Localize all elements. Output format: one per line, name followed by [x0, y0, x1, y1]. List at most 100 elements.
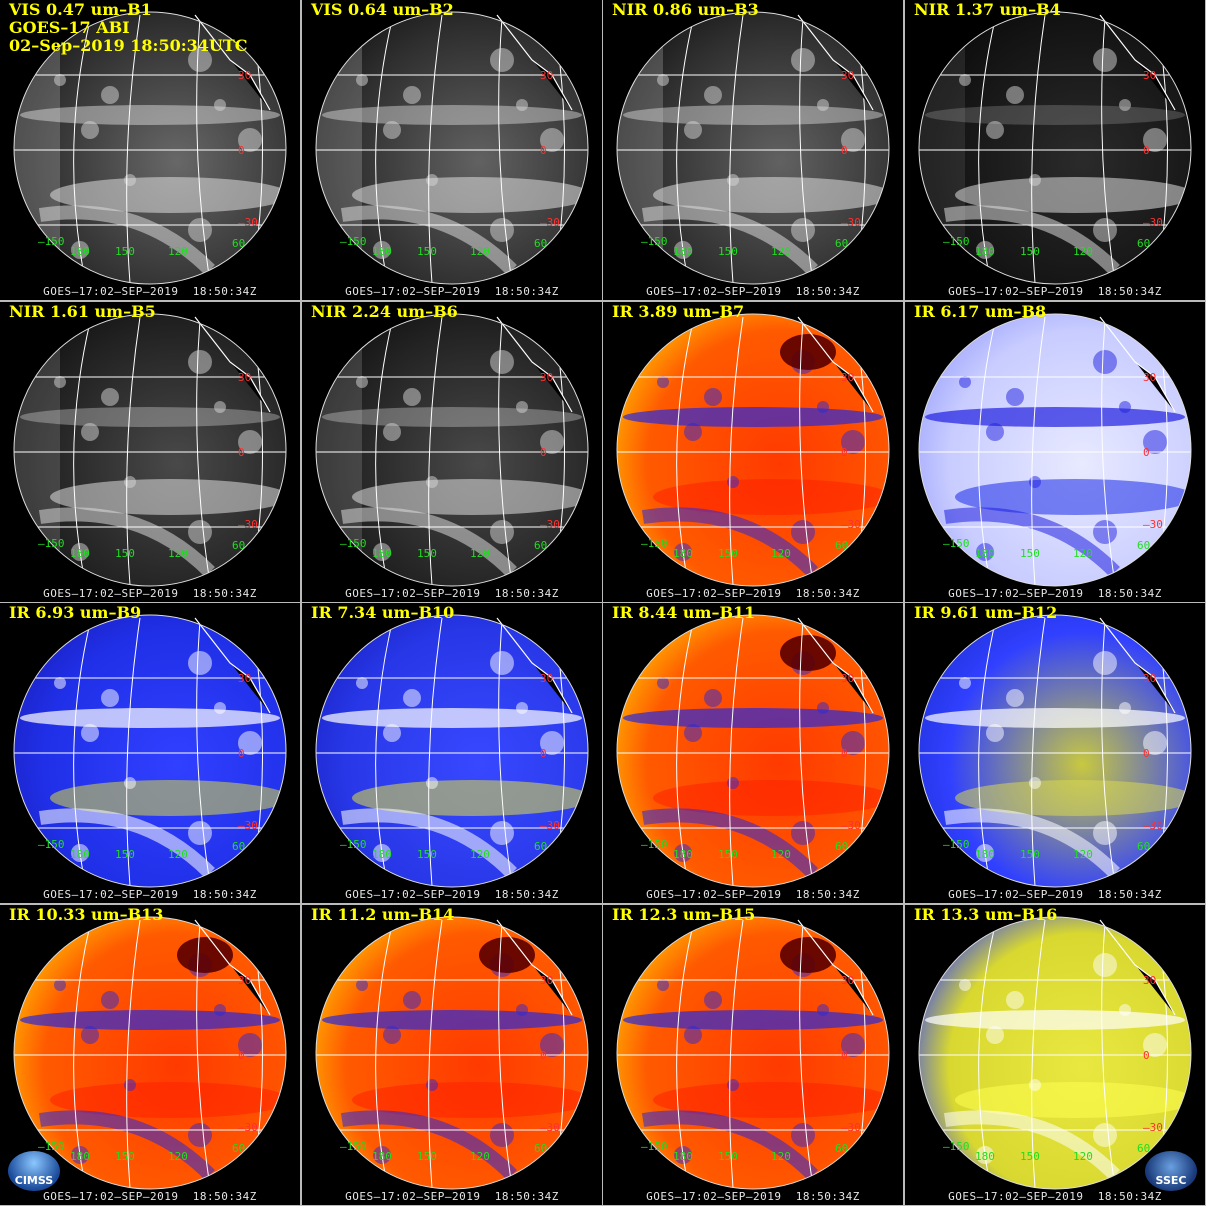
earth-disk-image: 30 0 –30 –150 180 150 120 60 — [315, 11, 589, 285]
longitude-label: 60 — [835, 237, 848, 250]
band-name-label: IR 9.61 um–B12 — [914, 603, 1058, 622]
band-panel: 30 0 –30 –150 180 150 120 60 VIS 0.47 um–B1 GOES–… — [0, 0, 301, 301]
band-title: IR 10.33 um–B13 — [9, 906, 163, 924]
earth-disk-image: 30 0 –30 –150 180 150 120 60 — [616, 916, 890, 1190]
latitude-label: 0 — [238, 747, 245, 760]
longitude-label: 180 — [673, 245, 693, 258]
band-title: NIR 2.24 um–B6 — [311, 303, 458, 321]
band-title: IR 8.44 um–B11 — [612, 604, 755, 622]
band-name-label: IR 8.44 um–B11 — [612, 603, 756, 622]
panel-footer-timestamp: GOES–17:02–SEP–2019 18:50:34Z — [646, 1190, 860, 1203]
earth-disk-image: 30 0 –30 –150 180 150 120 60 — [918, 614, 1192, 888]
longitude-label: 60 — [232, 539, 245, 552]
longitude-label: 120 — [1073, 245, 1093, 258]
latitude-label: 0 — [841, 446, 848, 459]
latitude-label: –30 — [540, 518, 560, 531]
panel-footer-timestamp: GOES–17:02–SEP–2019 18:50:34Z — [345, 587, 559, 600]
longitude-label: 120 — [1073, 1150, 1093, 1163]
panel-footer-timestamp: GOES–17:02–SEP–2019 18:50:34Z — [43, 587, 257, 600]
earth-disk-image: 30 0 –30 –150 180 150 120 60 — [616, 11, 890, 285]
latitude-label: –30 — [238, 1121, 258, 1134]
longitude-label: 180 — [975, 547, 995, 560]
band-panel: 30 0 –30 –150 180 150 120 60 IR 8.44 um–B11 GOES–… — [602, 602, 904, 904]
band-title: NIR 1.61 um–B5 — [9, 303, 156, 321]
latitude-label: 30 — [540, 371, 553, 384]
longitude-label: 120 — [470, 1150, 490, 1163]
panel-footer-timestamp: GOES–17:02–SEP–2019 18:50:34Z — [646, 888, 860, 901]
longitude-label: 120 — [771, 245, 791, 258]
band-title: NIR 1.37 um–B4 — [914, 1, 1061, 19]
longitude-label: 180 — [372, 1150, 392, 1163]
band-panel: 30 0 –30 –150 180 150 120 60 NIR 1.61 um–B5 GOES–… — [0, 301, 301, 603]
latitude-label: 30 — [1143, 672, 1156, 685]
longitude-label: 180 — [673, 547, 693, 560]
longitude-label: 120 — [470, 848, 490, 861]
band-panel: 30 0 –30 –150 180 150 120 60 IR 9.61 um–B12 GOES–… — [904, 602, 1206, 904]
longitude-label: –150 — [340, 537, 367, 550]
longitude-label: 120 — [168, 547, 188, 560]
latitude-label: 30 — [540, 672, 553, 685]
cimss-logo: CIMSS — [8, 1151, 60, 1191]
latitude-label: 30 — [841, 69, 854, 82]
longitude-label: 150 — [417, 245, 437, 258]
band-panel: 30 0 –30 –150 180 150 120 60 IR 6.17 um–B8 GOES–1… — [904, 301, 1206, 603]
longitude-label: 150 — [115, 245, 135, 258]
latitude-label: 30 — [841, 974, 854, 987]
band-name-label: NIR 0.86 um–B3 — [612, 0, 759, 19]
band-panel: 30 0 –30 –150 180 150 120 60 IR 12.3 um–B15 GOES–… — [602, 904, 904, 1206]
band-title: VIS 0.47 um–B1 GOES–17 ABI 02–Sep–2019 18:… — [9, 1, 248, 55]
band-title: IR 11.2 um–B14 — [311, 906, 454, 924]
latitude-label: –30 — [238, 518, 258, 531]
latitude-label: 0 — [540, 1049, 547, 1062]
latitude-label: 30 — [238, 974, 251, 987]
longitude-label: 150 — [115, 547, 135, 560]
panel-footer-timestamp: GOES–17:02–SEP–2019 18:50:34Z — [43, 1190, 257, 1203]
band-panel: 30 0 –30 –150 180 150 120 60 IR 3.89 um–B7 GOES–1… — [602, 301, 904, 603]
band-name-label: IR 10.33 um–B13 — [9, 905, 164, 924]
band-panel: 30 0 –30 –150 180 150 120 60 IR 10.33 um–B13 GOES… — [0, 904, 301, 1206]
latitude-label: –30 — [540, 1121, 560, 1134]
latitude-label: 30 — [841, 371, 854, 384]
longitude-label: 120 — [168, 848, 188, 861]
longitude-label: –150 — [340, 838, 367, 851]
latitude-label: 0 — [841, 144, 848, 157]
panel-footer-timestamp: GOES–17:02–SEP–2019 18:50:34Z — [43, 888, 257, 901]
band-name-label: IR 6.17 um–B8 — [914, 302, 1047, 321]
latitude-label: 30 — [238, 672, 251, 685]
band-title: IR 6.93 um–B9 — [9, 604, 141, 622]
latitude-label: 30 — [540, 974, 553, 987]
latitude-label: –30 — [238, 819, 258, 832]
longitude-label: 180 — [372, 245, 392, 258]
band-title: IR 6.17 um–B8 — [914, 303, 1046, 321]
earth-disk-image: 30 0 –30 –150 180 150 120 60 — [918, 11, 1192, 285]
panel-footer-timestamp: GOES–17:02–SEP–2019 18:50:34Z — [646, 587, 860, 600]
band-title: IR 12.3 um–B15 — [612, 906, 755, 924]
latitude-label: 0 — [238, 446, 245, 459]
band-name-label: IR 11.2 um–B14 — [311, 905, 455, 924]
band-name-label: IR 13.3 um–B16 — [914, 905, 1058, 924]
panel-footer-timestamp: GOES–17:02–SEP–2019 18:50:34Z — [646, 285, 860, 298]
panel-footer-timestamp: GOES–17:02–SEP–2019 18:50:34Z — [948, 587, 1162, 600]
latitude-label: –30 — [1143, 216, 1163, 229]
band-title: NIR 0.86 um–B3 — [612, 1, 759, 19]
latitude-label: 30 — [238, 69, 251, 82]
longitude-label: –150 — [38, 838, 65, 851]
band-panel: 30 0 –30 –150 180 150 120 60 IR 7.34 um–B10 GOES–… — [301, 602, 603, 904]
panel-footer-timestamp: GOES–17:02–SEP–2019 18:50:34Z — [345, 285, 559, 298]
latitude-label: 0 — [1143, 1049, 1150, 1062]
band-name-label: NIR 2.24 um–B6 — [311, 302, 458, 321]
latitude-label: 0 — [1143, 747, 1150, 760]
band-name-label: VIS 0.64 um–B2 — [311, 0, 454, 19]
latitude-label: –30 — [540, 819, 560, 832]
earth-disk-image: 30 0 –30 –150 180 150 120 60 — [13, 916, 287, 1190]
longitude-label: –150 — [943, 235, 970, 248]
longitude-label: 60 — [1137, 237, 1150, 250]
band-title: IR 13.3 um–B16 — [914, 906, 1057, 924]
longitude-label: 150 — [718, 547, 738, 560]
longitude-label: 150 — [718, 245, 738, 258]
panel-footer-timestamp: GOES–17:02–SEP–2019 18:50:34Z — [948, 1190, 1162, 1203]
band-title: IR 9.61 um–B12 — [914, 604, 1057, 622]
latitude-label: 0 — [540, 144, 547, 157]
earth-disk-image: 30 0 –30 –150 180 150 120 60 — [13, 614, 287, 888]
latitude-label: 30 — [841, 672, 854, 685]
